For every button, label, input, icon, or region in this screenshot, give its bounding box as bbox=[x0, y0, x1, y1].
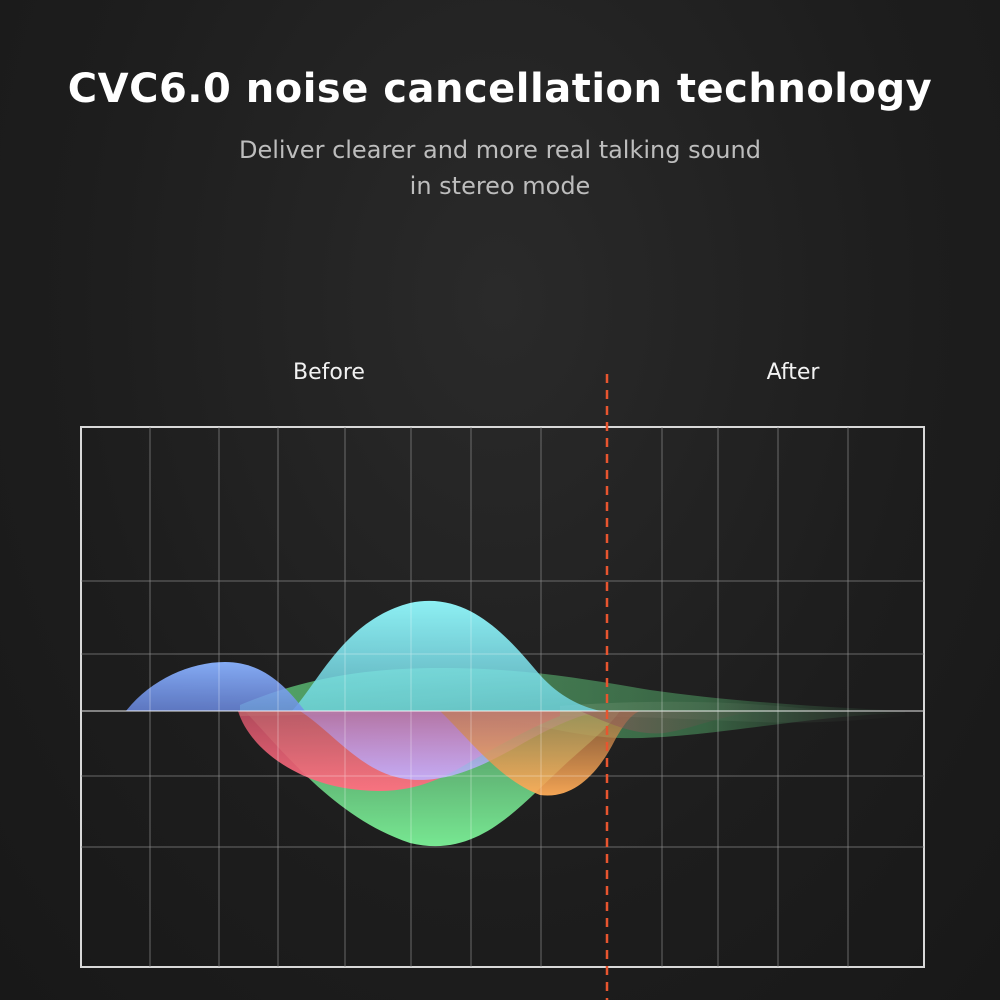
wave-red-fade bbox=[580, 711, 760, 734]
headline: CVC6.0 noise cancellation technology bbox=[67, 66, 933, 112]
wave-orange bbox=[440, 711, 640, 796]
wave-cyan bbox=[292, 600, 600, 711]
wave-blue bbox=[126, 662, 305, 711]
label-after: After bbox=[766, 360, 820, 385]
label-before: Before bbox=[293, 360, 365, 385]
subheadline-line-2: in stereo mode bbox=[409, 172, 591, 200]
grid-frame bbox=[80, 426, 925, 968]
subheadline-line-1: Deliver clearer and more real talking so… bbox=[239, 136, 761, 164]
waves bbox=[126, 600, 905, 847]
